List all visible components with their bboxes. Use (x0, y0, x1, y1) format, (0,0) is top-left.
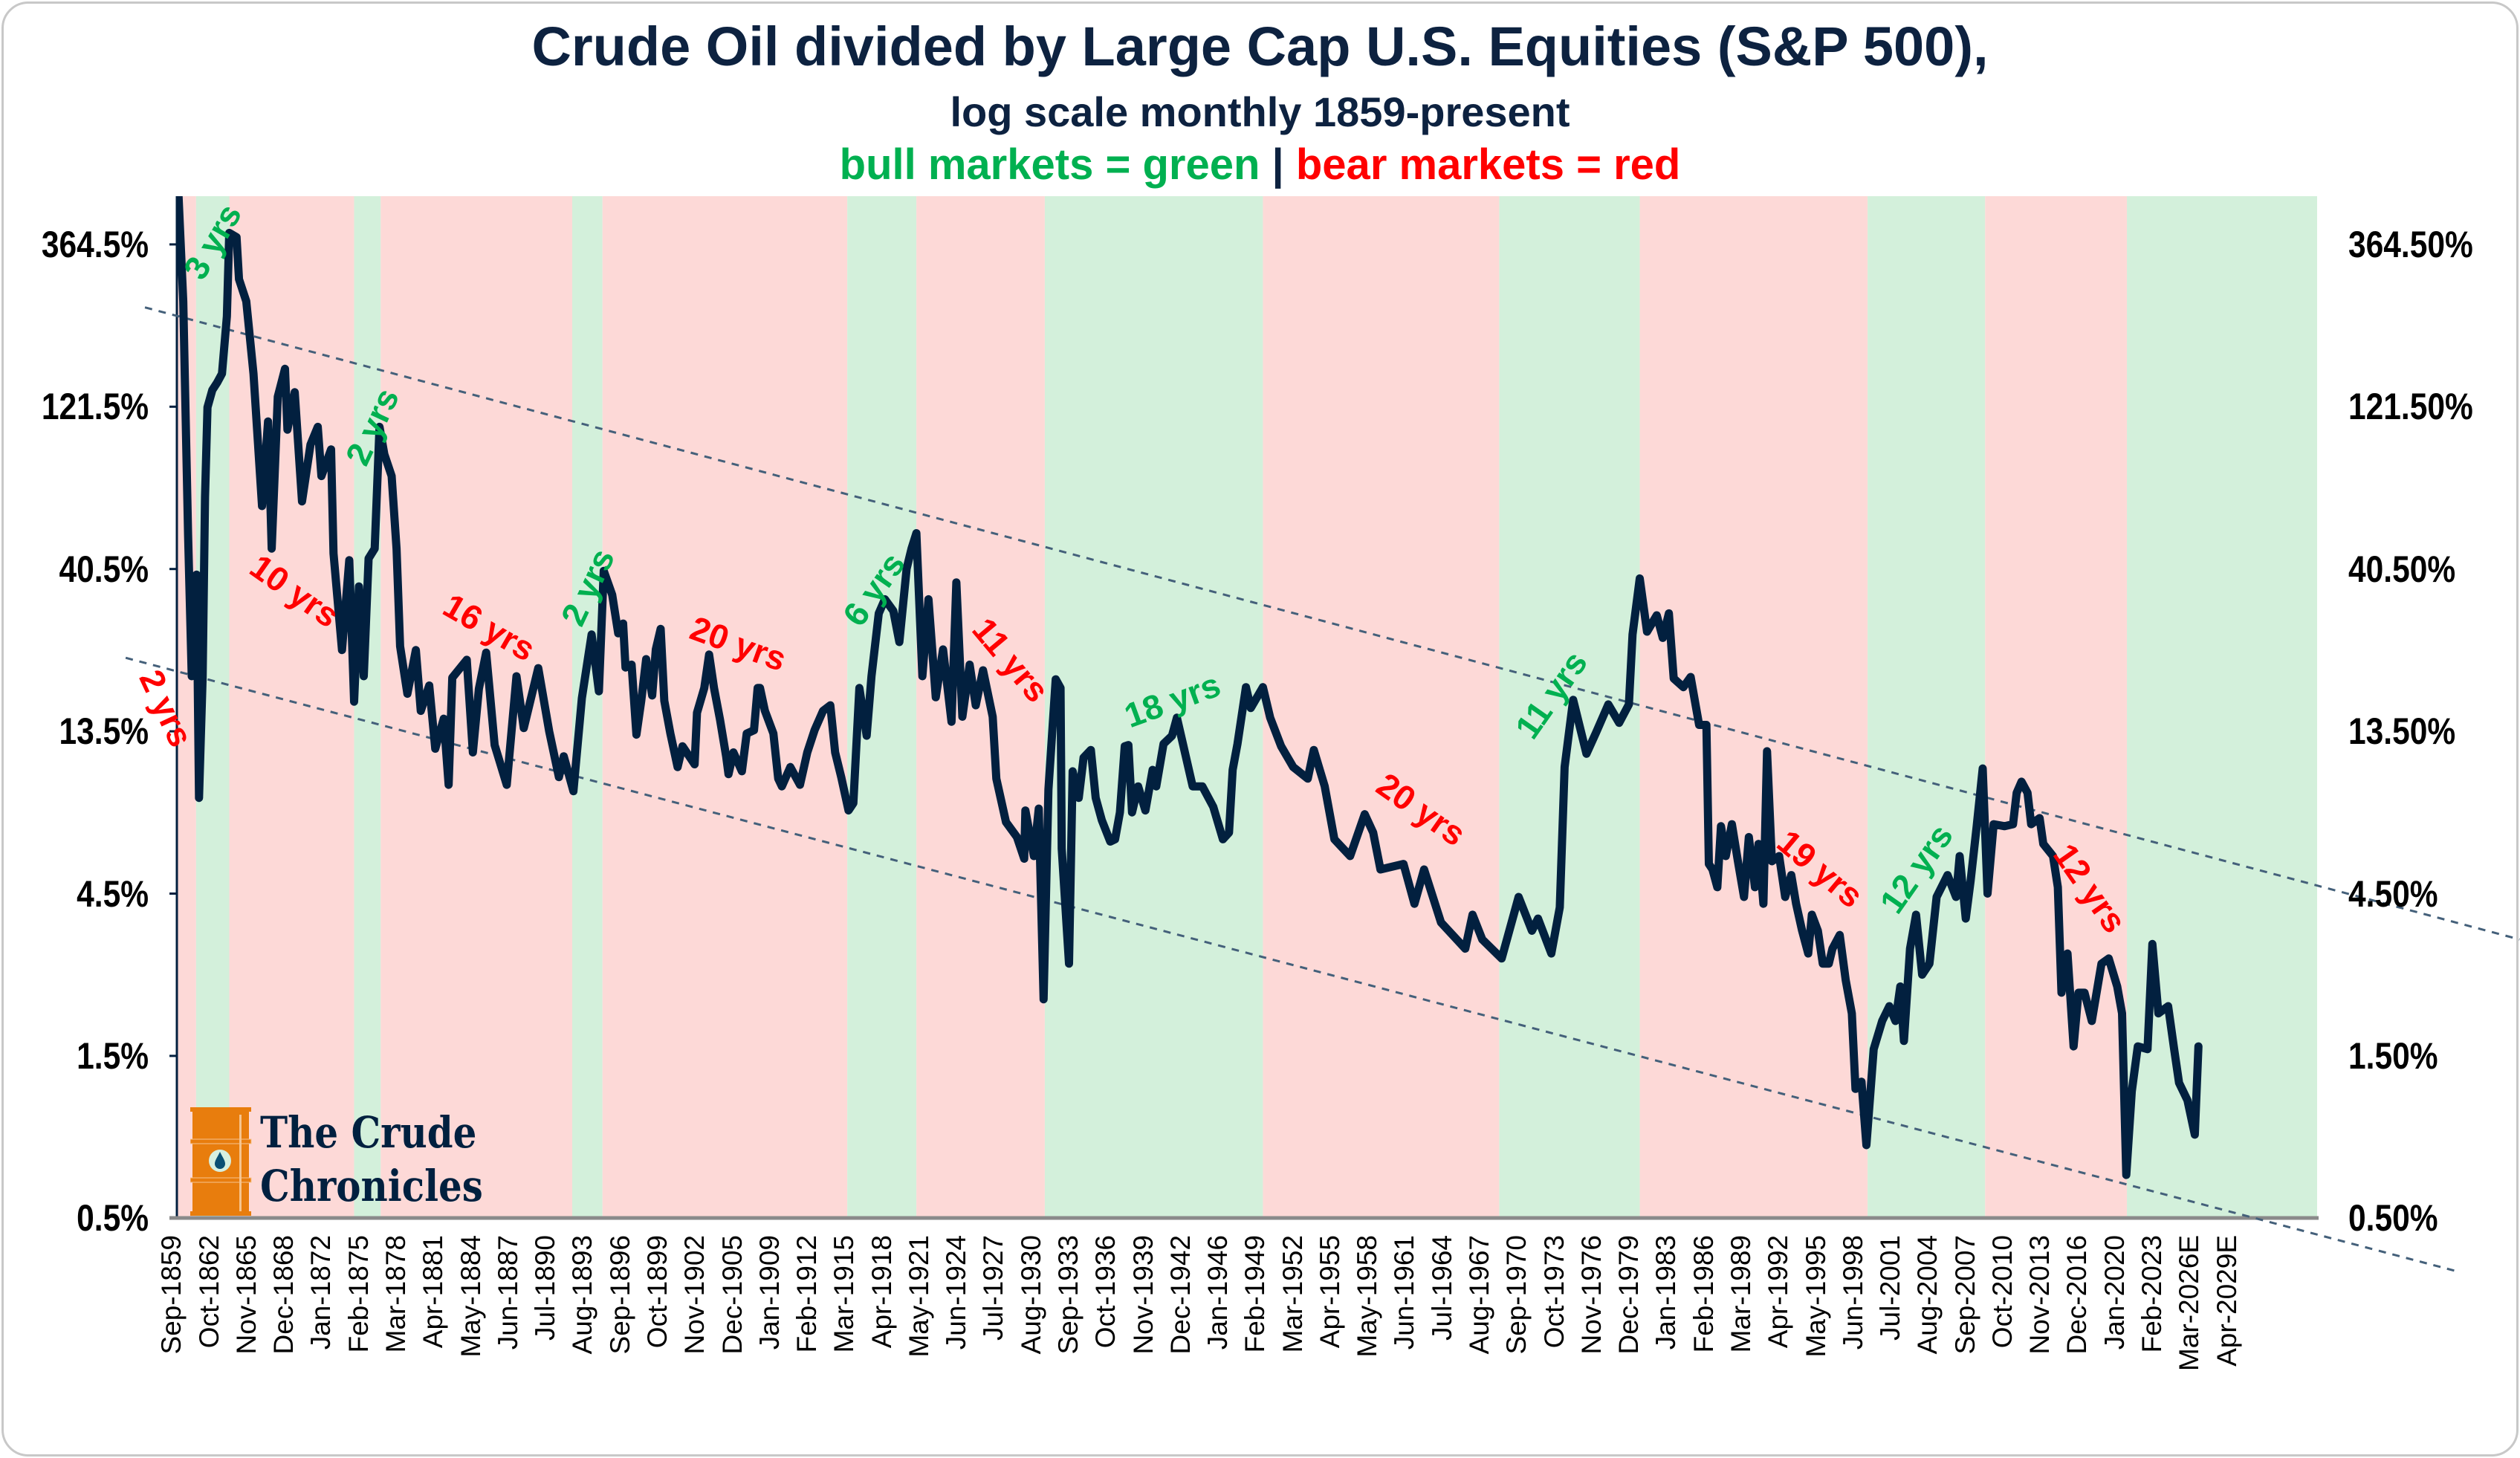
x-tick-label: Jun-1887 (492, 1235, 523, 1350)
bear-market-band (1263, 196, 1500, 1218)
x-tick-label: Aug-1893 (567, 1235, 598, 1355)
x-tick-label: Mar-1989 (1725, 1235, 1756, 1353)
x-tick-label: Nov-2013 (2024, 1235, 2056, 1355)
x-tick-label: Feb-2023 (2137, 1235, 2168, 1353)
logo-text: The Crude Chronicles (260, 1106, 483, 1213)
x-tick-label: Nov-1939 (1127, 1235, 1159, 1355)
x-tick-label: Jan-2020 (2099, 1235, 2130, 1350)
x-tick-label: Feb-1912 (791, 1235, 823, 1353)
y-tick-label-left: 0.5% (77, 1197, 149, 1240)
x-tick-label: Aug-1967 (1464, 1235, 1495, 1355)
x-tick-label: Apr-1955 (1314, 1235, 1345, 1349)
x-tick-label: Apr-1992 (1763, 1235, 1794, 1349)
x-tick-label: Jun-1961 (1389, 1235, 1420, 1350)
x-tick-label: Jul-2001 (1875, 1235, 1906, 1341)
x-tick-label: Mar-1915 (829, 1235, 860, 1353)
y-tick-label-left: 1.5% (77, 1034, 149, 1077)
bear-market-band (1639, 196, 1868, 1218)
x-tick-label: Dec-2016 (2061, 1235, 2093, 1355)
crude-chronicles-logo: The Crude Chronicles (190, 1106, 532, 1217)
y-tick-label-right: 4.50% (2348, 872, 2438, 915)
chart-subtitle: log scale monthly 1859-present (950, 88, 1570, 135)
x-tick-label: Nov-1865 (230, 1235, 262, 1355)
x-tick-label: Nov-1976 (1575, 1235, 1607, 1355)
x-tick-label: Dec-1942 (1165, 1235, 1196, 1355)
logo-line-2: Chronicles (260, 1161, 483, 1211)
x-tick-label: May-1958 (1352, 1235, 1383, 1358)
x-tick-label: Oct-1973 (1538, 1235, 1570, 1349)
bear-market-band (916, 196, 1045, 1218)
bull-market-band (1868, 196, 1986, 1218)
chart-legend: bull markets = green | bear markets = re… (0, 140, 2520, 189)
y-tick-label-left: 13.5% (59, 710, 149, 753)
x-tick-label: Feb-1986 (1688, 1235, 1719, 1353)
y-tick-label-left: 4.5% (77, 872, 149, 915)
x-tick-label: Aug-1930 (1015, 1235, 1046, 1355)
x-tick-label: Jul-1890 (530, 1235, 561, 1341)
bull-market-band (2127, 196, 2317, 1218)
x-tick-label: Jan-1983 (1651, 1235, 1682, 1350)
x-tick-label: Feb-1875 (343, 1235, 374, 1353)
y-tick-label-right: 364.50% (2348, 223, 2473, 265)
x-tick-label: Mar-1952 (1277, 1235, 1308, 1353)
x-tick-label: Apr-1918 (866, 1235, 897, 1349)
bull-market-band (1044, 196, 1263, 1218)
x-tick-label: Jan-1872 (305, 1235, 337, 1350)
x-tick-label: Aug-2004 (1912, 1235, 1943, 1355)
x-tick-label: Sep-1896 (604, 1235, 635, 1355)
x-tick-label: Feb-1949 (1240, 1235, 1271, 1353)
chart-title: Crude Oil divided by Large Cap U.S. Equi… (531, 16, 1989, 77)
legend-bear: bear markets = red (1295, 140, 1681, 189)
x-tick-label: Jun-1924 (941, 1235, 972, 1350)
trendline-lower (125, 656, 2456, 1272)
x-tick-label: Jun-1998 (1837, 1235, 1868, 1350)
trendline-upper (144, 306, 2520, 941)
bull-market-band (571, 196, 603, 1218)
y-tick-label-left: 121.5% (41, 386, 149, 428)
x-tick-label: Apr-2029E (2211, 1235, 2242, 1367)
x-tick-label: Jan-1946 (1202, 1235, 1234, 1350)
legend-separator: | (1272, 140, 1284, 189)
series-line (177, 196, 2203, 1179)
x-tick-label: Dec-1979 (1613, 1235, 1645, 1355)
oil-barrel-icon (190, 1107, 252, 1216)
y-tick-label-right: 40.50% (2348, 548, 2456, 590)
x-tick-label: May-1921 (903, 1235, 934, 1358)
x-tick-label: Sep-2007 (1949, 1235, 1980, 1355)
x-tick-label: May-1995 (1800, 1235, 1831, 1358)
x-tick-label: Nov-1902 (679, 1235, 710, 1355)
x-tick-label: Sep-1859 (156, 1235, 187, 1355)
y-tick-label-right: 0.50% (2348, 1197, 2438, 1240)
x-tick-label: Jul-1927 (978, 1235, 1009, 1341)
x-tick-label: Mar-1878 (380, 1235, 411, 1353)
logo-line-1: The Crude (260, 1107, 477, 1158)
x-tick-label: Oct-1936 (1090, 1235, 1121, 1349)
x-tick-label: Sep-1970 (1501, 1235, 1532, 1355)
x-tick-label: Oct-1862 (193, 1235, 224, 1349)
x-tick-label: Dec-1868 (268, 1235, 299, 1355)
y-tick-label-right: 121.50% (2348, 386, 2473, 428)
y-tick-label-right: 1.50% (2348, 1034, 2438, 1077)
x-tick-label: Jan-1909 (754, 1235, 785, 1350)
x-tick-label: Oct-2010 (1986, 1235, 2018, 1349)
market-bands (177, 196, 2317, 1218)
trend-lines (125, 306, 2520, 1272)
y-tick-label-left: 364.5% (41, 223, 149, 265)
x-tick-label: Oct-1899 (641, 1235, 673, 1349)
legend-bull: bull markets = green (839, 140, 1260, 189)
x-tick-label: Jul-1964 (1426, 1235, 1457, 1341)
x-tick-label: Dec-1905 (716, 1235, 748, 1355)
x-tick-label: May-1884 (455, 1235, 486, 1358)
x-tick-label: Apr-1881 (418, 1235, 449, 1349)
x-tick-label: Mar-2026E (2174, 1235, 2205, 1372)
bull-market-band (354, 196, 381, 1218)
y-tick-label-right: 13.50% (2348, 710, 2456, 753)
x-tick-label: Sep-1933 (1052, 1235, 1084, 1355)
bear-market-band (1985, 196, 2128, 1218)
y-tick-label-left: 40.5% (59, 548, 149, 590)
